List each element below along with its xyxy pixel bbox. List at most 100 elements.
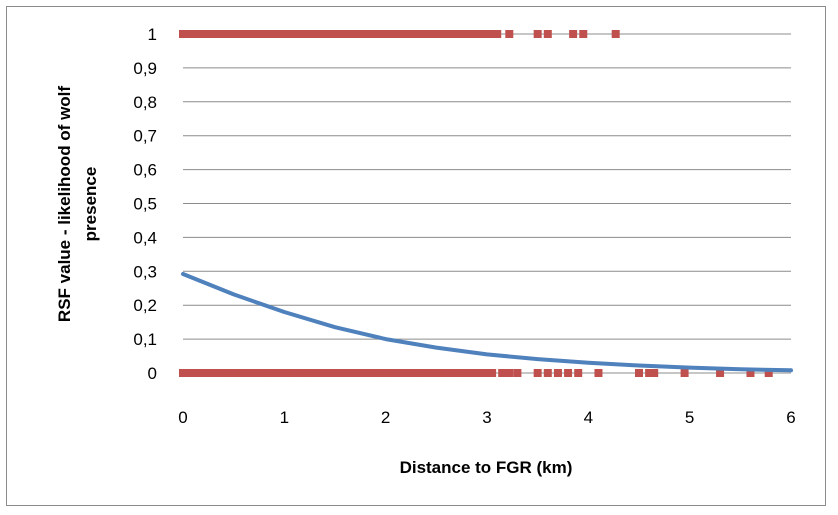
data-point <box>260 369 269 377</box>
data-point <box>505 369 514 377</box>
data-point <box>219 369 228 377</box>
data-point <box>229 30 238 38</box>
data-point <box>341 30 350 38</box>
data-point <box>533 30 542 38</box>
data-point <box>553 369 562 377</box>
data-point <box>543 30 552 38</box>
data-point <box>341 369 350 377</box>
y-tick-label: 0 <box>148 364 157 383</box>
data-point <box>401 30 410 38</box>
data-point <box>249 30 258 38</box>
data-point <box>290 30 299 38</box>
data-point <box>239 30 248 38</box>
data-point <box>270 30 279 38</box>
y-tick-label: 0,7 <box>133 127 157 146</box>
x-tick-label: 3 <box>482 408 491 427</box>
data-point <box>381 369 390 377</box>
data-point <box>422 30 431 38</box>
data-point <box>179 369 187 377</box>
data-point <box>391 369 400 377</box>
data-point <box>543 369 552 377</box>
data-point <box>260 30 269 38</box>
y-tick-label: 0,2 <box>133 296 157 315</box>
gridlines <box>183 33 791 374</box>
data-point <box>574 369 583 377</box>
data-point <box>199 369 208 377</box>
data-point <box>280 30 289 38</box>
data-point <box>611 30 620 38</box>
y-axis-label-line-2: presence <box>81 167 100 242</box>
y-tick-label: 0,3 <box>133 262 157 281</box>
y-tick-label: 0,6 <box>133 161 157 180</box>
data-point <box>280 369 289 377</box>
y-tick-label: 0,8 <box>133 93 157 112</box>
y-tick-labels: 0 0,1 0,2 0,3 0,4 0,5 0,6 0,7 0,8 0,9 1 <box>133 25 157 383</box>
data-point <box>189 30 198 38</box>
data-point <box>239 369 248 377</box>
data-point <box>746 369 755 377</box>
data-point <box>320 30 329 38</box>
data-point <box>483 30 491 38</box>
data-point <box>310 369 319 377</box>
data-point <box>498 369 507 377</box>
data-point <box>229 369 238 377</box>
data-point <box>361 30 370 38</box>
data-point <box>533 369 542 377</box>
data-point <box>432 30 441 38</box>
dense-point-band <box>179 30 502 38</box>
data-point <box>442 30 451 38</box>
data-point <box>401 369 410 377</box>
data-points <box>179 30 773 377</box>
data-point <box>310 30 319 38</box>
data-point <box>462 30 471 38</box>
data-point <box>412 30 421 38</box>
data-point <box>371 369 380 377</box>
x-tick-label: 0 <box>178 408 187 427</box>
y-tick-label: 0,5 <box>133 195 157 214</box>
data-point <box>249 369 258 377</box>
data-point <box>645 369 654 377</box>
data-point <box>452 369 461 377</box>
data-point <box>483 369 491 377</box>
x-axis-label: Distance to FGR (km) <box>400 458 573 477</box>
data-point <box>189 369 198 377</box>
data-point <box>472 30 481 38</box>
data-point <box>290 369 299 377</box>
fitted-curve <box>181 272 793 373</box>
data-point <box>331 30 339 38</box>
data-point <box>564 369 573 377</box>
data-point <box>716 369 725 377</box>
data-point <box>300 30 309 38</box>
data-point <box>442 369 451 377</box>
data-point <box>391 30 400 38</box>
data-point <box>680 369 689 377</box>
data-point <box>331 369 339 377</box>
data-point <box>371 30 380 38</box>
data-point <box>412 369 421 377</box>
data-point <box>635 369 643 377</box>
data-point <box>381 30 390 38</box>
data-point <box>219 30 228 38</box>
rsf-curve-line <box>181 272 793 373</box>
y-tick-label: 0,4 <box>133 228 157 247</box>
data-point <box>179 30 187 38</box>
data-point <box>488 369 497 377</box>
data-point <box>650 369 659 377</box>
data-point <box>452 30 461 38</box>
data-point <box>209 30 218 38</box>
x-tick-labels: 0 1 2 3 4 5 6 <box>178 408 795 427</box>
data-point <box>320 369 329 377</box>
x-tick-label: 1 <box>280 408 289 427</box>
data-point <box>472 369 481 377</box>
data-point <box>209 369 218 377</box>
data-point <box>579 30 588 38</box>
data-point <box>462 369 471 377</box>
data-point <box>432 369 441 377</box>
x-tick-label: 6 <box>786 408 795 427</box>
data-point <box>270 369 279 377</box>
x-tick-label: 4 <box>584 408 593 427</box>
data-point <box>361 369 370 377</box>
data-point <box>300 369 309 377</box>
data-point <box>351 369 360 377</box>
